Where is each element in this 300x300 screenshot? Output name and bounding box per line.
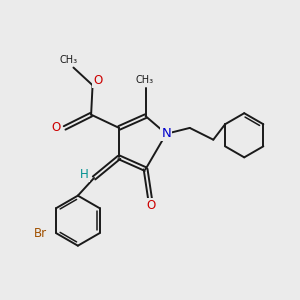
Text: O: O [93, 74, 103, 87]
Text: H: H [80, 168, 89, 181]
Text: N: N [161, 127, 171, 140]
Text: Br: Br [34, 227, 47, 240]
Text: CH₃: CH₃ [135, 75, 153, 85]
Text: O: O [147, 200, 156, 212]
Text: CH₃: CH₃ [60, 55, 78, 65]
Text: O: O [51, 122, 60, 134]
